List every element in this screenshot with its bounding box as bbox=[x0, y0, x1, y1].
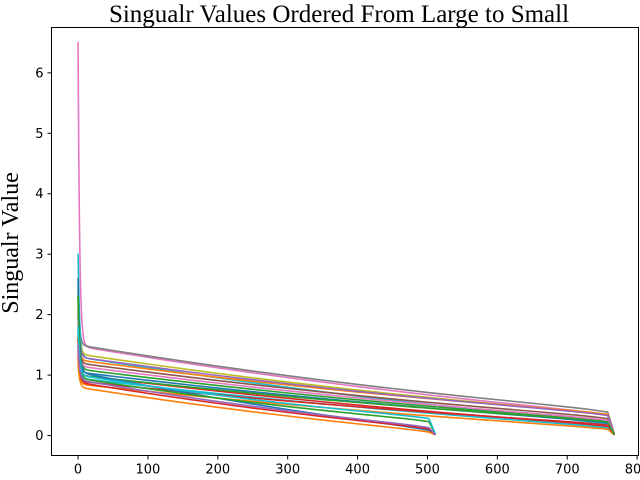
y-tick-label: 6 bbox=[35, 66, 43, 81]
x-tick-label: 400 bbox=[345, 463, 370, 478]
y-tick-label: 3 bbox=[35, 248, 43, 263]
series-line-s5 bbox=[77, 313, 615, 435]
x-tick-label: 100 bbox=[136, 463, 161, 478]
chart-title: Singualr Values Ordered From Large to Sm… bbox=[109, 1, 569, 28]
x-tick-label: 800 bbox=[625, 463, 640, 478]
x-tick-label: 500 bbox=[415, 463, 440, 478]
series-line-s7 bbox=[77, 307, 615, 435]
x-tick-label: 200 bbox=[205, 463, 230, 478]
y-tick-label: 2 bbox=[35, 308, 43, 323]
y-tick-label: 5 bbox=[35, 127, 43, 142]
series-line-s17 bbox=[77, 362, 436, 436]
series-line-s11 bbox=[77, 319, 615, 435]
y-axis-label: Singualr Value bbox=[0, 172, 24, 314]
series-line-s21 bbox=[77, 344, 436, 436]
x-tick-label: 300 bbox=[275, 463, 300, 478]
series-layer bbox=[77, 41, 615, 436]
series-line-s13 bbox=[77, 356, 615, 436]
series-line-s16 bbox=[77, 277, 436, 436]
x-tick-label: 0 bbox=[74, 463, 82, 478]
series-line-s20 bbox=[77, 325, 436, 435]
series-line-s18 bbox=[77, 295, 436, 435]
y-tick-label: 4 bbox=[35, 187, 43, 202]
ticks-layer: 0 100 200 300 400 500 600 700 800 0 1 2 3 4 5 6 bbox=[35, 66, 640, 477]
x-tick-label: 700 bbox=[555, 463, 580, 478]
series-line-s2 bbox=[77, 295, 615, 434]
y-tick-label: 1 bbox=[35, 369, 43, 384]
series-line-s1 bbox=[77, 41, 615, 435]
plot-frame bbox=[51, 27, 639, 456]
x-tick-label: 600 bbox=[485, 463, 510, 478]
y-tick-label: 0 bbox=[35, 429, 43, 444]
